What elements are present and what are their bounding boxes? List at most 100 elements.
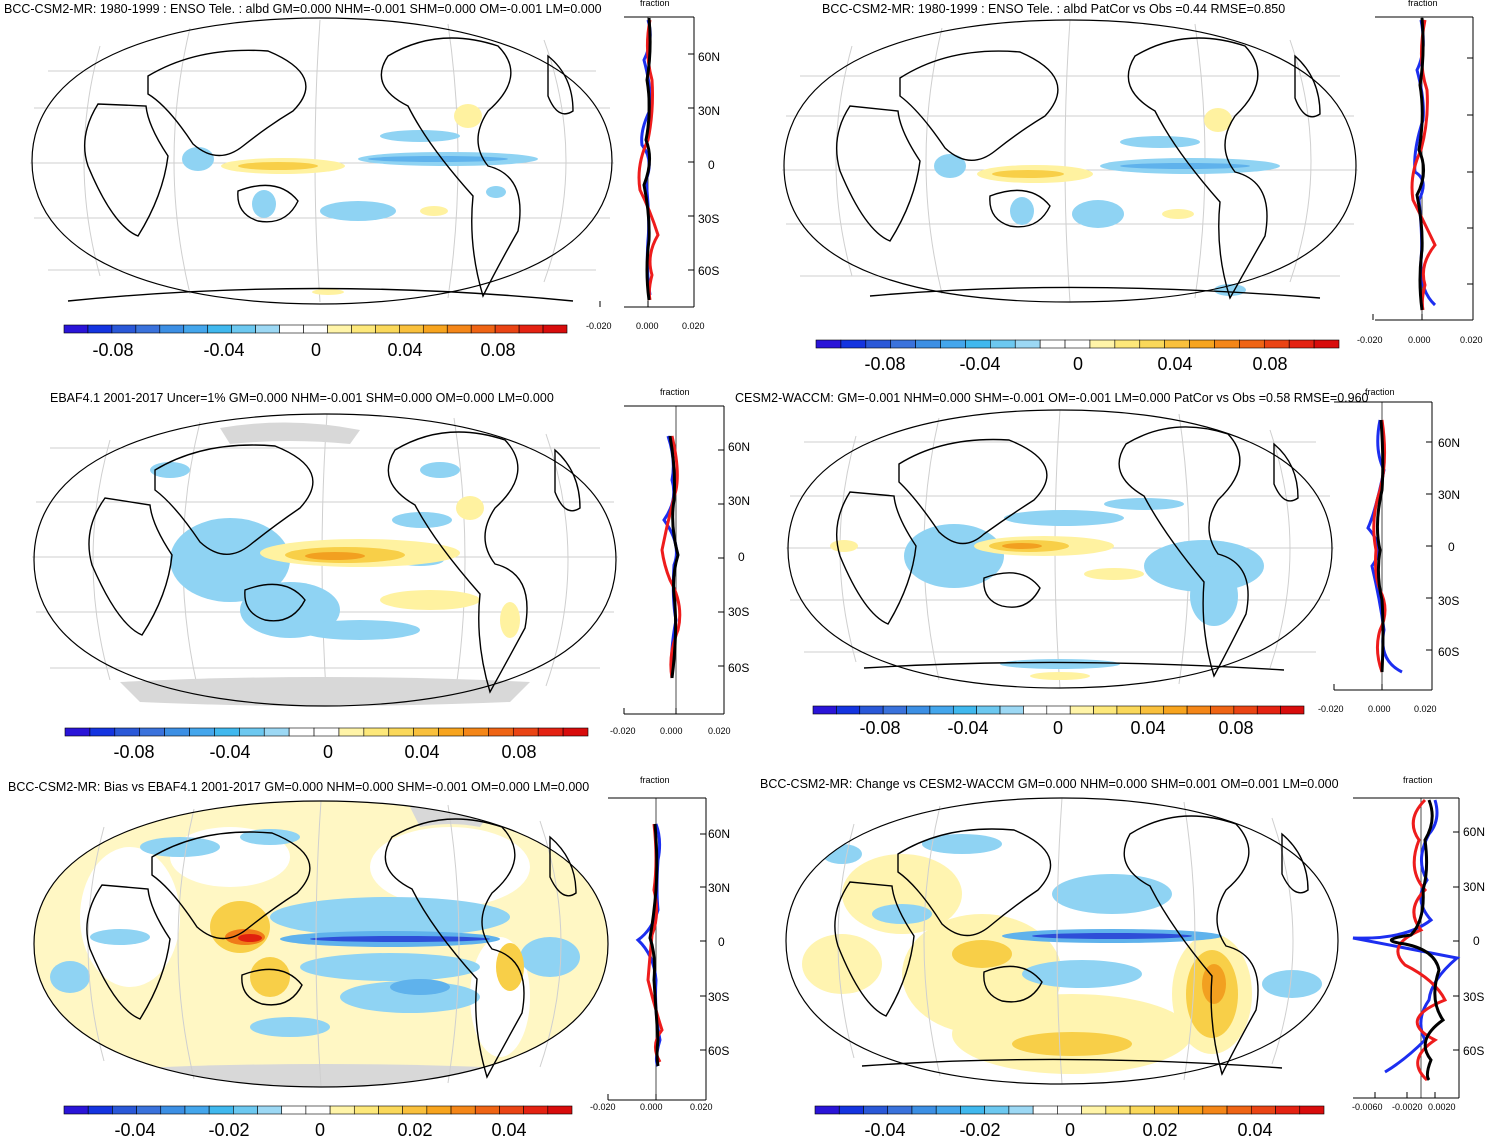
colorbar-swatch bbox=[1089, 339, 1116, 349]
panel-3-title: EBAF4.1 2001-2017 Uncer=1% GM=0.000 NHM=… bbox=[50, 391, 554, 405]
colorbar-swatch bbox=[1154, 1105, 1179, 1115]
colorbar-swatch bbox=[911, 1105, 937, 1115]
colorbar-swatch bbox=[1069, 705, 1094, 715]
colorbar-swatch bbox=[388, 727, 414, 737]
colorbar-swatch bbox=[422, 324, 448, 334]
panel-5-zonal-profile bbox=[607, 797, 707, 1101]
panel-1-colorbar bbox=[63, 324, 568, 334]
panel-3-cbar-label-2: -0.04 bbox=[209, 742, 251, 762]
colorbar-swatch bbox=[1178, 1105, 1204, 1115]
panel-6-xtick-2: -0.0020 bbox=[1392, 1102, 1423, 1112]
colorbar-swatch bbox=[499, 1105, 524, 1115]
colorbar-swatch bbox=[865, 339, 892, 349]
panel-6-lat-60s: 60S bbox=[1463, 1044, 1485, 1058]
colorbar-swatch bbox=[999, 705, 1024, 715]
colorbar-swatch bbox=[1239, 339, 1265, 349]
colorbar-swatch bbox=[159, 324, 185, 334]
colorbar-swatch bbox=[257, 1105, 283, 1115]
colorbar-swatch bbox=[329, 1105, 355, 1115]
panel-4-lat-60n: 60N bbox=[1438, 436, 1461, 450]
colorbar-swatch bbox=[89, 727, 116, 737]
colorbar-swatch bbox=[1202, 1105, 1228, 1115]
colorbar-swatch bbox=[1299, 1105, 1325, 1115]
colorbar-swatch bbox=[87, 1105, 113, 1115]
panel-3-lat-60n: 60N bbox=[728, 440, 751, 454]
colorbar-swatch bbox=[363, 727, 390, 737]
panel-5-cbar-label-5: 0.04 bbox=[491, 1120, 527, 1140]
colorbar-swatch bbox=[990, 339, 1016, 349]
panel-5-cbar-label-4: 0.02 bbox=[397, 1120, 433, 1140]
colorbar-swatch bbox=[547, 1105, 573, 1115]
colorbar-swatch bbox=[399, 324, 424, 334]
colorbar-swatch bbox=[1186, 705, 1211, 715]
colorbar-swatch bbox=[160, 1105, 186, 1115]
colorbar-swatch bbox=[1189, 339, 1215, 349]
colorbar-swatch bbox=[111, 324, 137, 334]
colorbar-swatch bbox=[1008, 1105, 1034, 1115]
panel-4-xaxis-title: fraction bbox=[1365, 387, 1395, 397]
colorbar-swatch bbox=[139, 727, 165, 737]
panel-3-cbar-label-1: -0.08 bbox=[113, 742, 155, 762]
colorbar-swatch bbox=[1023, 705, 1048, 715]
colorbar-swatch bbox=[1139, 339, 1165, 349]
colorbar-swatch bbox=[863, 1105, 889, 1115]
panel-5-cbar-label-1: -0.04 bbox=[114, 1120, 156, 1140]
panel-3-lat-30n: 30N bbox=[728, 494, 751, 508]
panel-1-lat-60s: 60S bbox=[698, 264, 720, 278]
panel-6-cbar-label-5: 0.04 bbox=[1237, 1120, 1273, 1140]
colorbar-swatch bbox=[1105, 1105, 1131, 1115]
panel-4-xtick-2: 0.000 bbox=[1368, 704, 1391, 714]
panel-4-lat-30s: 30S bbox=[1438, 594, 1460, 608]
panel-6-map bbox=[785, 797, 1339, 1085]
panel-2-cbar-label-2: -0.04 bbox=[959, 354, 1001, 374]
colorbar-swatch bbox=[470, 324, 496, 334]
colorbar-swatch bbox=[1313, 339, 1340, 349]
panel-4-cbar-label-2: -0.04 bbox=[947, 718, 989, 738]
panel-5-xaxis-title: fraction bbox=[640, 775, 670, 785]
colorbar-swatch bbox=[965, 339, 991, 349]
colorbar-swatch bbox=[214, 727, 240, 737]
colorbar-swatch bbox=[1039, 339, 1066, 349]
colorbar-swatch bbox=[812, 705, 837, 715]
colorbar-swatch bbox=[1288, 339, 1315, 349]
panel-2-xtick-3: 0.020 bbox=[1460, 335, 1483, 345]
panel-5-lat-30s: 30S bbox=[708, 990, 730, 1004]
panel-3-zonal-profile bbox=[623, 405, 725, 715]
colorbar-swatch bbox=[426, 1105, 452, 1115]
panel-6-cbar-label-4: 0.02 bbox=[1142, 1120, 1178, 1140]
colorbar-swatch bbox=[1164, 339, 1190, 349]
panel-3-xaxis-title: fraction bbox=[660, 387, 690, 397]
colorbar-swatch bbox=[1046, 705, 1071, 715]
colorbar-swatch bbox=[859, 705, 884, 715]
colorbar-swatch bbox=[906, 705, 931, 715]
colorbar-swatch bbox=[1114, 339, 1141, 349]
colorbar-swatch bbox=[1064, 339, 1091, 349]
panel-6-cbar-label-2: -0.02 bbox=[959, 1120, 1001, 1140]
colorbar-swatch bbox=[915, 339, 941, 349]
colorbar-swatch bbox=[189, 727, 215, 737]
panel-6-lat-0: 0 bbox=[1473, 934, 1480, 948]
colorbar-swatch bbox=[305, 1105, 331, 1115]
panel-5-lat-60n: 60N bbox=[708, 827, 731, 841]
colorbar-swatch bbox=[976, 705, 1001, 715]
colorbar-swatch bbox=[164, 727, 190, 737]
colorbar-swatch bbox=[1214, 339, 1240, 349]
colorbar-swatch bbox=[207, 324, 232, 334]
colorbar-swatch bbox=[960, 1105, 985, 1115]
colorbar-swatch bbox=[1014, 339, 1041, 349]
panel-5-lat-60s: 60S bbox=[708, 1044, 730, 1058]
panel-4-lat-60s: 60S bbox=[1438, 645, 1460, 659]
colorbar-swatch bbox=[890, 339, 916, 349]
panel-5-xtick-3: 0.020 bbox=[690, 1102, 713, 1112]
colorbar-swatch bbox=[1129, 1105, 1155, 1115]
panel-1-xtick-1: -0.020 bbox=[586, 321, 612, 331]
colorbar-swatch bbox=[518, 324, 544, 334]
panel-1-lat-60n: 60N bbox=[698, 50, 721, 64]
panel-1-cbar-label-5: 0.08 bbox=[480, 340, 516, 360]
panel-4-cbar-label-4: 0.04 bbox=[1130, 718, 1166, 738]
colorbar-swatch bbox=[1210, 705, 1235, 715]
panel-3-colorbar bbox=[64, 727, 589, 737]
colorbar-swatch bbox=[488, 727, 514, 737]
colorbar-swatch bbox=[438, 727, 464, 737]
panel-3-cbar-label-4: 0.04 bbox=[404, 742, 440, 762]
